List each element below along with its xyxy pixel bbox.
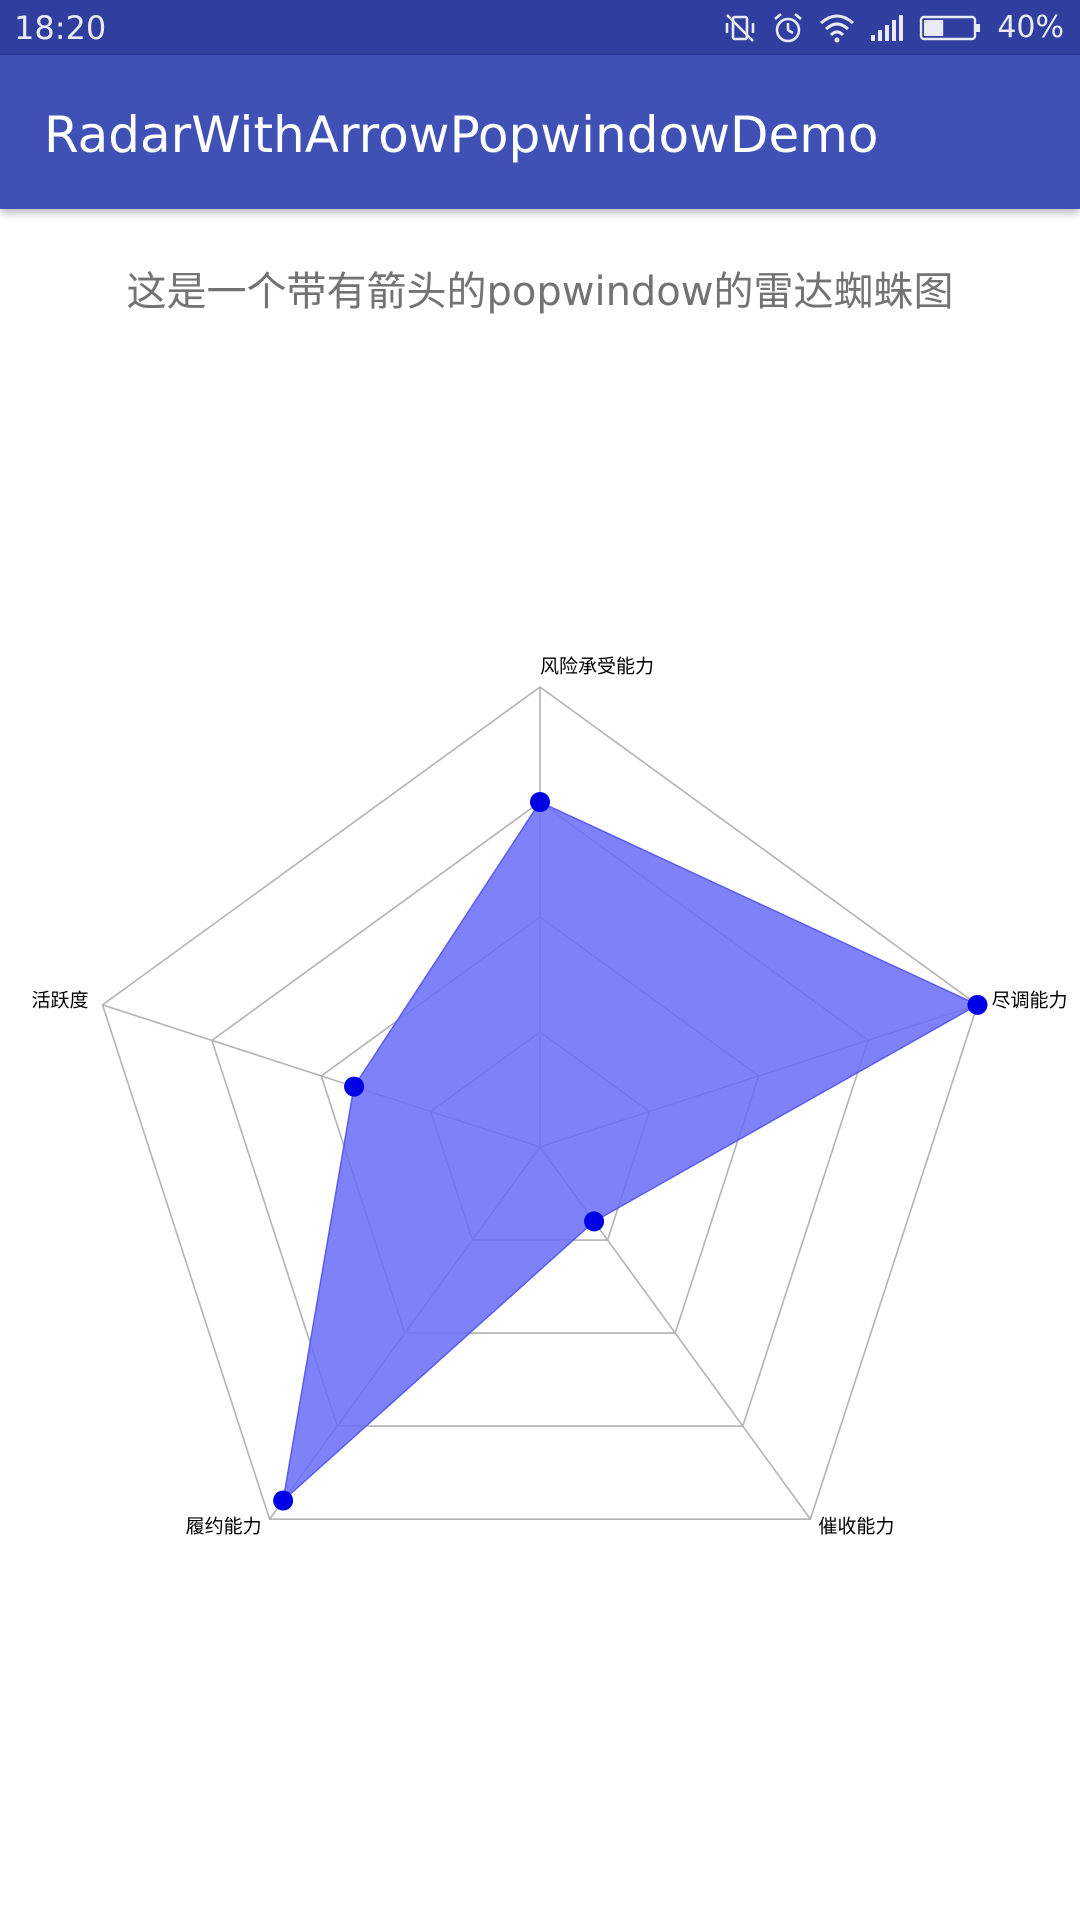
- radar-point-5[interactable]: [344, 1076, 365, 1097]
- radar-area-layer: [282, 801, 980, 1503]
- radar-axis-label-2: 尽调能力: [991, 989, 1067, 1011]
- alarm-icon: [771, 11, 805, 45]
- signal-icon: [869, 13, 905, 43]
- radar-point-1[interactable]: [530, 792, 550, 812]
- vibrate-off-icon: [723, 11, 757, 45]
- radar-axis-label-5: 活跃度: [31, 989, 88, 1011]
- page-subtitle: 这是一个带有箭头的popwindow的雷达蜘蛛图: [126, 269, 954, 315]
- radar-point-3[interactable]: [584, 1211, 605, 1232]
- radar-axis-label-3: 催收能力: [818, 1516, 894, 1538]
- radar-point-2[interactable]: [967, 994, 988, 1015]
- status-time: 18:20: [14, 9, 107, 47]
- radar-point-4[interactable]: [273, 1490, 294, 1511]
- status-icons: 40%: [723, 8, 1064, 48]
- status-bar: 18:20: [0, 0, 1080, 55]
- battery-icon: [919, 14, 983, 42]
- radar-points-layer[interactable]: [273, 792, 988, 1511]
- radar-axis-label-1: 风险承受能力: [540, 656, 654, 678]
- battery-percent: 40%: [997, 10, 1064, 45]
- app-bar: RadarWithArrowPopwindowDemo: [0, 55, 1080, 209]
- radar-data-area: [282, 801, 980, 1503]
- radar-grid-ring-4: [101, 686, 979, 1520]
- app-title: RadarWithArrowPopwindowDemo: [44, 106, 879, 164]
- wifi-icon: [819, 13, 855, 43]
- radar-axis-label-4: 履约能力: [186, 1516, 262, 1538]
